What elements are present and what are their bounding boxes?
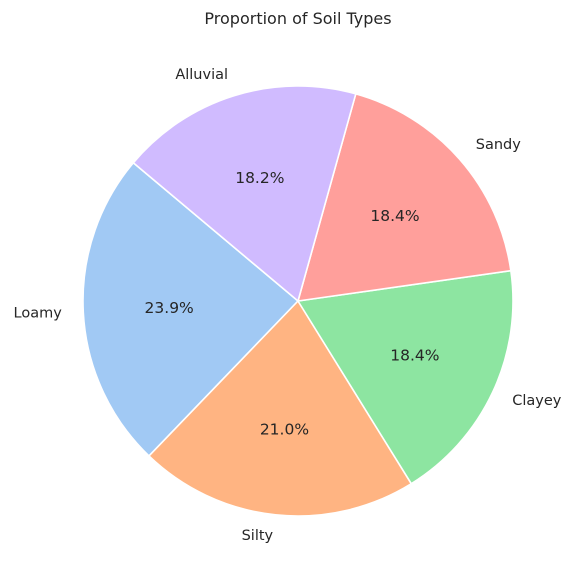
pie-slice-sandy [296, 92, 512, 302]
pie-slice-alluvial [132, 85, 357, 303]
category-label-sandy: Sandy [476, 137, 521, 153]
category-label-clayey: Clayey [512, 393, 562, 409]
percent-label-silty: 21.0% [260, 420, 309, 438]
percent-label-clayey: 18.4% [390, 347, 439, 365]
slices-layer [82, 85, 514, 517]
category-label-alluvial: Alluvial [175, 67, 228, 83]
category-label-silty: Silty [242, 528, 274, 544]
category-label-loamy: Loamy [14, 306, 63, 322]
labels-layer: 23.9% Loamy 21.0% Silty 18.4% Clayey 18.4% Sand… [14, 67, 562, 544]
pie-slice-silty [147, 299, 413, 517]
percent-label-sandy: 18.4% [370, 207, 419, 225]
chart-title: Proportion of Soil Types [204, 9, 391, 28]
percent-label-alluvial: 18.2% [235, 169, 284, 187]
pie-slice-clayey [296, 269, 514, 485]
percent-label-loamy: 23.9% [145, 299, 194, 317]
pie-slice-loamy [82, 161, 300, 458]
